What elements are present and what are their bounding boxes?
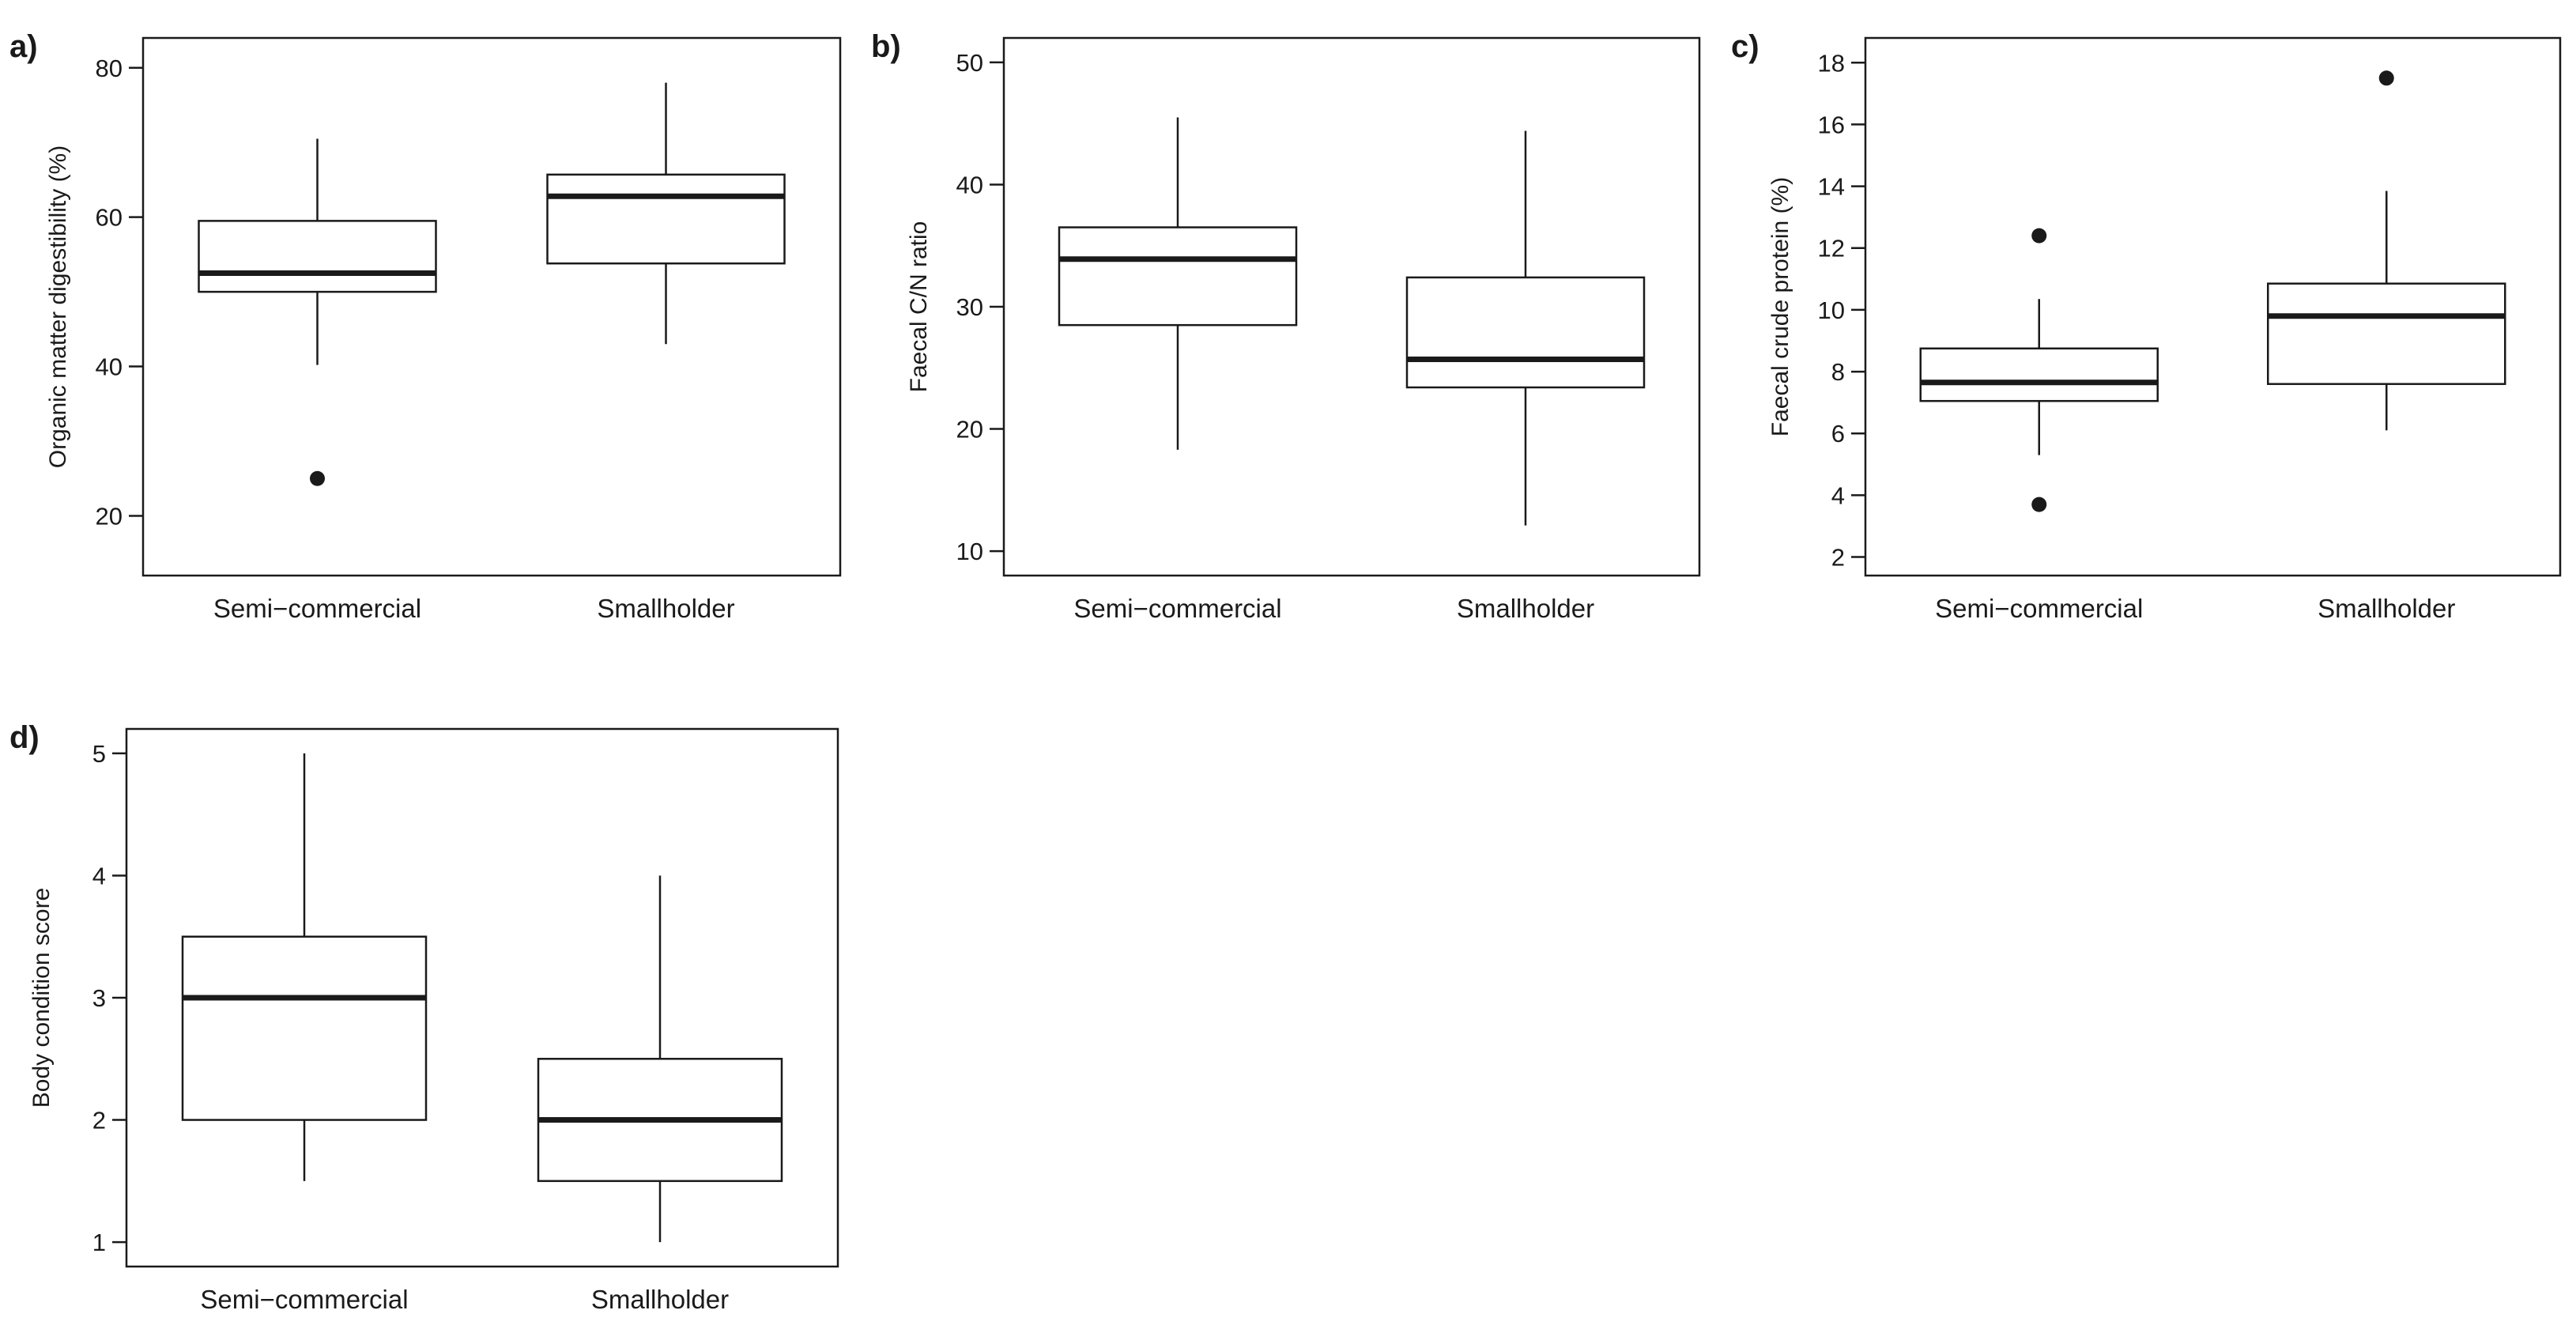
panel-a-letter: a) (9, 29, 38, 64)
iqr-box (1058, 226, 1298, 327)
panel-c-ytick-label-8: 8 (1831, 358, 1845, 386)
panel-c-frame (1864, 36, 2562, 577)
iqr-box (198, 220, 437, 293)
panel-d: d) 1 2 3 4 5 Body condition score Semi−commerci… (9, 720, 839, 1314)
panel-a-ytick-label-40: 40 (96, 353, 123, 381)
panel-a: a) 20 40 60 80 Organic matter digestibility (… (9, 29, 842, 623)
panel-a-ylabel: Organic matter digestibility (%) (45, 145, 71, 468)
panel-d-ytick-label-5: 5 (92, 740, 106, 768)
outlier-point-1 (2378, 70, 2394, 86)
panel-d-box-smallholder (537, 875, 783, 1243)
panel-b-ytick-label-40: 40 (956, 171, 983, 198)
panel-d-ytick-label-3: 3 (92, 984, 106, 1012)
panel-c-ytick-label-4: 4 (1831, 481, 1845, 509)
panel-b-ytick-label-10: 10 (956, 538, 983, 565)
iqr-box (1405, 276, 1646, 389)
panel-d-category-smallholder: Smallholder (591, 1285, 729, 1314)
panel-c-category-semi-commercial: Semi−commercial (1935, 594, 2143, 623)
panel-b-box-smallholder (1405, 130, 1646, 526)
panel-d-ytick-label-2: 2 (92, 1107, 106, 1135)
panel-a-box-semi-commercial (198, 138, 437, 486)
panel-a-category-semi-commercial: Semi−commercial (213, 594, 421, 623)
panel-c-ytick-label-6: 6 (1831, 420, 1845, 447)
panel-d-box-semi-commercial (181, 753, 428, 1181)
panel-c-ytick-label-2: 2 (1831, 544, 1845, 572)
iqr-box (546, 173, 786, 265)
panel-c: c) 2 4 6 8 10 12 14 16 18 Faecal crude protein (%)… (1731, 29, 2562, 623)
panel-d-ytick-label-4: 4 (92, 862, 106, 889)
panel-b-ylabel: Faecal C/N ratio (906, 221, 932, 393)
panel-d-ytick-label-1: 1 (92, 1229, 106, 1256)
iqr-box (181, 935, 428, 1121)
outlier-point-1 (2031, 228, 2047, 244)
panel-b-ytick-label-30: 30 (956, 293, 983, 321)
panel-c-ytick-label-14: 14 (1818, 173, 1845, 201)
panel-b-ytick-label-20: 20 (956, 416, 983, 444)
panel-d-category-semi-commercial: Semi−commercial (200, 1285, 408, 1314)
panel-c-ytick-label-18: 18 (1818, 49, 1845, 77)
panel-a-ytick-label-60: 60 (96, 204, 123, 232)
panel-c-box-semi-commercial (1919, 228, 2159, 512)
panel-b-ytick-label-50: 50 (956, 49, 983, 77)
panel-c-ytick-label-12: 12 (1818, 235, 1845, 262)
panel-c-ytick-label-16: 16 (1818, 111, 1845, 138)
panel-a-frame (141, 36, 842, 577)
panel-a-box-smallholder (546, 82, 786, 345)
panel-b: b) 10 20 30 40 50 Faecal C/N ratio Semi−commerc… (871, 29, 1701, 623)
panel-b-category-smallholder: Smallholder (1457, 594, 1594, 623)
panel-d-ylabel: Body condition score (28, 888, 55, 1108)
iqr-box (2267, 282, 2506, 385)
outlier-point-1 (310, 470, 325, 486)
panel-c-ylabel: Faecal crude protein (%) (1767, 177, 1793, 436)
panel-b-box-semi-commercial (1058, 117, 1298, 450)
panel-c-ytick-label-10: 10 (1818, 296, 1845, 324)
panel-a-ytick-label-80: 80 (96, 55, 123, 82)
panel-a-category-smallholder: Smallholder (597, 594, 734, 623)
panel-c-letter: c) (1731, 29, 1759, 64)
panel-d-letter: d) (9, 720, 40, 755)
iqr-box (1919, 347, 2159, 402)
panel-b-category-semi-commercial: Semi−commercial (1073, 594, 1281, 623)
panel-a-ytick-label-20: 20 (96, 502, 123, 530)
panel-b-letter: b) (871, 29, 901, 64)
panel-c-category-smallholder: Smallholder (2318, 594, 2455, 623)
outlier-point-2 (2031, 496, 2047, 512)
panel-c-box-smallholder (2267, 70, 2506, 431)
